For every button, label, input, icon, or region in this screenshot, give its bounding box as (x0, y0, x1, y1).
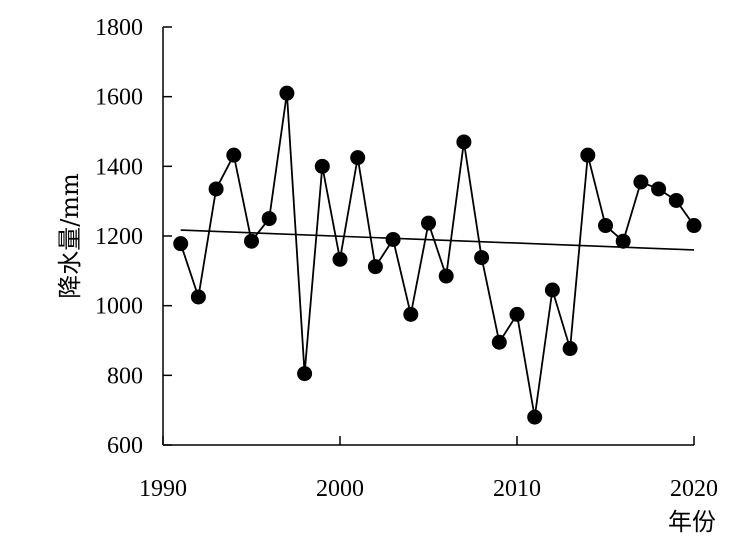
y-tick-label: 1800 (95, 15, 143, 41)
data-point (208, 181, 224, 197)
data-point (244, 233, 259, 249)
x-tick-label: 1990 (139, 476, 187, 502)
data-point (279, 85, 295, 101)
data-point (332, 251, 348, 267)
y-tick-label: 1000 (95, 294, 143, 320)
y-tick-label: 1400 (95, 154, 143, 180)
x-axis: 1990 2000 2010 2020 (139, 436, 718, 502)
data-point (226, 147, 242, 163)
data-point (456, 134, 472, 150)
x-axis-title: 年份 (668, 508, 716, 536)
data-point (509, 306, 525, 322)
data-point (190, 289, 206, 305)
data-point (261, 211, 277, 227)
x-ticks: 1990 2000 2010 2020 (139, 436, 718, 502)
data-point (173, 236, 189, 252)
data-point (385, 231, 401, 247)
data-point (598, 218, 613, 234)
data-point (350, 150, 366, 166)
y-tick-label: 800 (107, 363, 143, 389)
trend-line (180, 229, 695, 251)
data-point (651, 181, 667, 197)
x-tick-label: 2020 (670, 476, 718, 502)
data-point (297, 366, 313, 382)
data-point (367, 259, 383, 275)
data-point (421, 215, 436, 231)
data-point (314, 158, 330, 174)
data-point (615, 233, 631, 249)
y-tick-label: 1600 (95, 85, 143, 111)
data-point (562, 341, 578, 357)
data-point (668, 192, 684, 208)
series-layer (173, 85, 702, 425)
data-point (527, 409, 543, 425)
y-axis: 600 800 1000 1200 1400 1600 1800 (95, 15, 172, 459)
data-point (491, 334, 507, 350)
y-tick-label: 1200 (95, 224, 143, 250)
data-point (633, 174, 649, 190)
x-tick-label: 2000 (316, 476, 364, 502)
precipitation-line (179, 92, 695, 419)
y-ticks: 600 800 1000 1200 1400 1600 1800 (95, 15, 172, 459)
data-point (438, 268, 454, 284)
y-tick-label: 600 (107, 433, 143, 459)
data-point (403, 306, 419, 322)
x-tick-label: 2010 (493, 476, 541, 502)
data-point (544, 282, 560, 298)
y-axis-title: 降水量/mm (56, 173, 84, 299)
data-point (474, 250, 490, 266)
data-point (686, 218, 702, 234)
data-point (580, 147, 596, 163)
